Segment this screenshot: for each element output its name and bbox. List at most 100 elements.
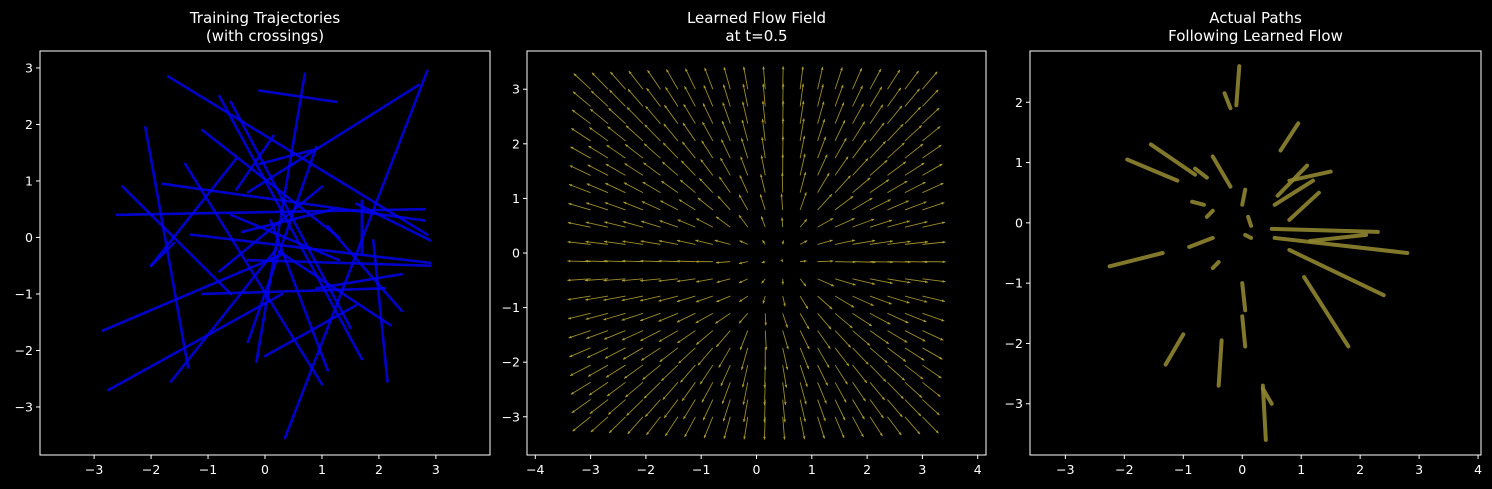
flow-arrowhead (662, 161, 666, 165)
flow-arrowhead (738, 261, 743, 265)
flow-arrow (587, 164, 609, 176)
flow-arrow (585, 202, 609, 211)
flow-arrow (627, 416, 644, 435)
flow-arrowhead (604, 336, 608, 340)
flow-arrowhead (738, 215, 742, 219)
flow-arrowhead (664, 414, 667, 418)
flow-arrow (609, 71, 626, 90)
flow-arrowhead (681, 397, 685, 402)
flow-arrow (739, 330, 749, 351)
flow-arrow (714, 312, 731, 324)
flow-arrowhead (761, 280, 765, 284)
flow-arrowhead (588, 145, 592, 149)
flow-arrow (739, 175, 749, 193)
flow-arrow (887, 399, 903, 418)
flow-path (1216, 338, 1224, 388)
trajectory-line (246, 83, 421, 194)
flow-arrowhead (723, 67, 727, 71)
flow-arrow (887, 69, 901, 90)
flow-path (1287, 247, 1386, 298)
flow-arrowhead (889, 281, 893, 285)
flow-arrowhead (741, 138, 744, 142)
flow-arrowhead (666, 69, 669, 73)
flow-path (1272, 178, 1315, 207)
y-tick-label: −3 (1005, 396, 1023, 411)
flow-arrow (852, 85, 863, 107)
flow-path (1308, 232, 1369, 243)
flow-arrowhead (861, 416, 865, 420)
flow-arrow (817, 101, 825, 124)
x-tick-label: −3 (1056, 462, 1074, 477)
flow-arrowhead (641, 220, 645, 224)
flow-arrow (922, 330, 944, 341)
flow-arrowhead (586, 183, 590, 187)
trajectory-line (101, 253, 284, 332)
flow-arrowhead (661, 181, 665, 184)
flow-path (1269, 226, 1380, 234)
flow-arrowhead (715, 261, 719, 264)
flow-arrowhead (821, 101, 825, 105)
flow-arrow (663, 123, 679, 142)
flow-arrowhead (682, 141, 686, 145)
flow-arrow (782, 399, 786, 423)
flow-arrow (643, 381, 661, 399)
flow-arrowhead (940, 337, 944, 341)
trajectory-line (354, 202, 432, 242)
flow-arrowhead (739, 175, 743, 179)
flow-arrow (922, 416, 939, 434)
flow-arrowhead (605, 374, 610, 378)
flow-arrow (586, 330, 609, 339)
flow-arrow (741, 347, 749, 371)
flow-arrowhead (739, 194, 742, 198)
flow-arrow (641, 201, 661, 211)
flow-arrow (742, 382, 749, 405)
y-tick-label: 1 (25, 173, 33, 188)
flow-arrowhead (587, 355, 591, 358)
flow-arrow (922, 126, 941, 142)
flow-arrowhead (884, 160, 888, 164)
flow-arrow (904, 416, 921, 435)
flow-arrowhead (695, 320, 699, 323)
flow-arrow (834, 84, 844, 107)
flow-arrowhead (885, 341, 889, 344)
flow-arrow (869, 240, 894, 245)
flow-arrow (852, 416, 864, 438)
flow-arrowhead (898, 432, 902, 436)
flow-arrow (799, 347, 810, 370)
y-tick-label: 0 (25, 230, 33, 245)
flow-arrow (590, 416, 609, 433)
flow-arrow (887, 312, 909, 324)
flow-arrowhead (682, 122, 686, 127)
flow-arrowhead (696, 280, 700, 283)
flow-arrowhead (801, 66, 805, 70)
flow-arrow (799, 153, 806, 176)
flow-arrow (852, 399, 865, 420)
flow-arrow (684, 416, 696, 438)
flow-arrow (834, 295, 855, 308)
series-group (101, 69, 432, 440)
flow-arrowhead (829, 194, 832, 198)
x-tick-label: 2 (1356, 462, 1364, 477)
flow-arrow (834, 312, 853, 329)
flow-arrowhead (716, 280, 720, 284)
flow-arrow (799, 399, 806, 422)
flow-arrow (627, 88, 644, 107)
flow-arrow (695, 239, 713, 245)
flow-arrow (568, 330, 591, 339)
y-tick-label: −2 (15, 343, 33, 358)
flow-arrowhead (742, 401, 746, 405)
flow-arrow (662, 142, 679, 159)
flow-arrowhead (760, 216, 764, 220)
flow-arrowhead (723, 435, 727, 439)
flow-arrowhead (805, 383, 808, 387)
flow-arrowhead (759, 194, 763, 198)
flow-arrowhead (604, 221, 608, 224)
flow-arrowhead (840, 67, 843, 71)
flow-arrowhead (741, 119, 745, 124)
flow-arrowhead (570, 146, 574, 150)
x-tick-label: 2 (863, 462, 871, 477)
flow-arrow (852, 177, 871, 194)
flow-arrow (585, 295, 609, 301)
flow-arrowhead (624, 375, 628, 379)
flow-arrow (572, 91, 591, 107)
